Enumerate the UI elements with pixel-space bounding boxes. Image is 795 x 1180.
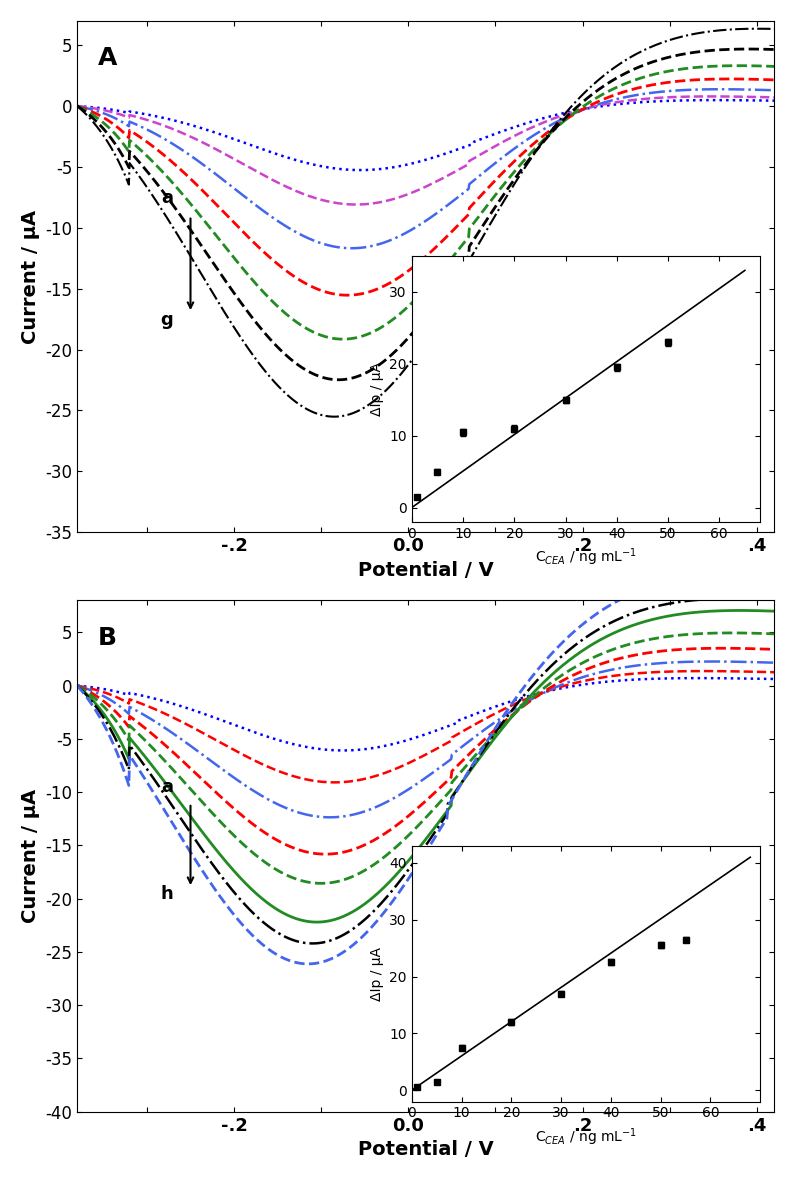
Y-axis label: Current / μA: Current / μA <box>21 209 40 343</box>
Text: A: A <box>98 46 118 71</box>
Text: a: a <box>161 778 173 796</box>
X-axis label: Potential / V: Potential / V <box>358 560 494 579</box>
Text: a: a <box>161 190 173 208</box>
X-axis label: Potential / V: Potential / V <box>358 1140 494 1159</box>
Text: h: h <box>161 885 173 903</box>
Text: B: B <box>98 625 117 650</box>
Y-axis label: Current / μA: Current / μA <box>21 789 40 923</box>
Text: g: g <box>161 312 173 329</box>
